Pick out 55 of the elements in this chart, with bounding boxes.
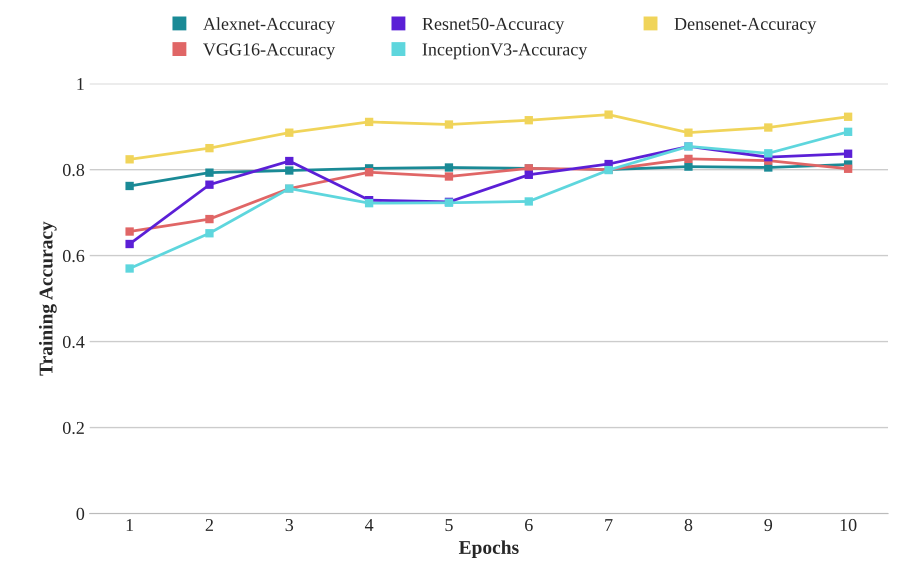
point bbox=[524, 197, 533, 206]
point bbox=[604, 110, 613, 119]
point bbox=[125, 227, 134, 236]
y-tick-label: 0.2 bbox=[62, 422, 84, 434]
point bbox=[125, 155, 134, 164]
point bbox=[684, 162, 693, 171]
point bbox=[444, 172, 454, 181]
x-tick-label: 7 bbox=[605, 519, 613, 531]
y-axis-title: Training Accuracy bbox=[38, 221, 57, 376]
legend-label: Densenet-Accuracy bbox=[674, 18, 816, 34]
point bbox=[444, 163, 454, 172]
point bbox=[205, 168, 214, 177]
point bbox=[205, 144, 214, 152]
y-tick-label: 1 bbox=[77, 78, 84, 90]
point bbox=[125, 264, 134, 273]
x-tick-label: 4 bbox=[364, 519, 374, 531]
point bbox=[285, 128, 294, 137]
point bbox=[684, 154, 693, 164]
point bbox=[764, 149, 772, 158]
point bbox=[125, 182, 134, 190]
legend-label: VGG16-Accuracy bbox=[203, 43, 336, 60]
point bbox=[444, 120, 454, 129]
point bbox=[684, 128, 693, 137]
x-tick-label: 9 bbox=[764, 518, 772, 532]
y-tick-label: 0.4 bbox=[62, 336, 85, 348]
x-tick-label: 3 bbox=[286, 518, 294, 532]
point bbox=[844, 112, 852, 121]
point bbox=[205, 229, 214, 238]
x-tick-label: 8 bbox=[684, 518, 692, 532]
point bbox=[844, 150, 852, 158]
legend-label: InceptionV3-Accuracy bbox=[422, 43, 588, 60]
point bbox=[364, 199, 374, 208]
x-axis-title: Epochs bbox=[458, 540, 519, 558]
y-tick-label: 0.8 bbox=[62, 164, 84, 176]
point bbox=[844, 164, 852, 173]
x-tick-label: 2 bbox=[206, 518, 213, 531]
point bbox=[524, 116, 533, 124]
point bbox=[764, 123, 772, 132]
point bbox=[844, 128, 852, 136]
legend-label: Resnet50-Accuracy bbox=[422, 18, 564, 34]
x-tick-label: 10 bbox=[840, 518, 856, 532]
point bbox=[285, 156, 294, 166]
y-tick-label: 0 bbox=[76, 508, 84, 520]
point bbox=[364, 118, 374, 126]
legend-label: Alexnet-Accuracy bbox=[203, 17, 336, 34]
point bbox=[205, 214, 214, 224]
point bbox=[205, 180, 214, 189]
x-tick-label: 1 bbox=[126, 519, 134, 531]
y-tick-label: 0.6 bbox=[62, 250, 84, 262]
x-tick-label: 5 bbox=[445, 519, 453, 532]
point bbox=[125, 240, 134, 248]
point bbox=[524, 170, 533, 179]
x-tick-label: 6 bbox=[525, 518, 533, 532]
point bbox=[364, 168, 374, 176]
point bbox=[285, 166, 294, 175]
